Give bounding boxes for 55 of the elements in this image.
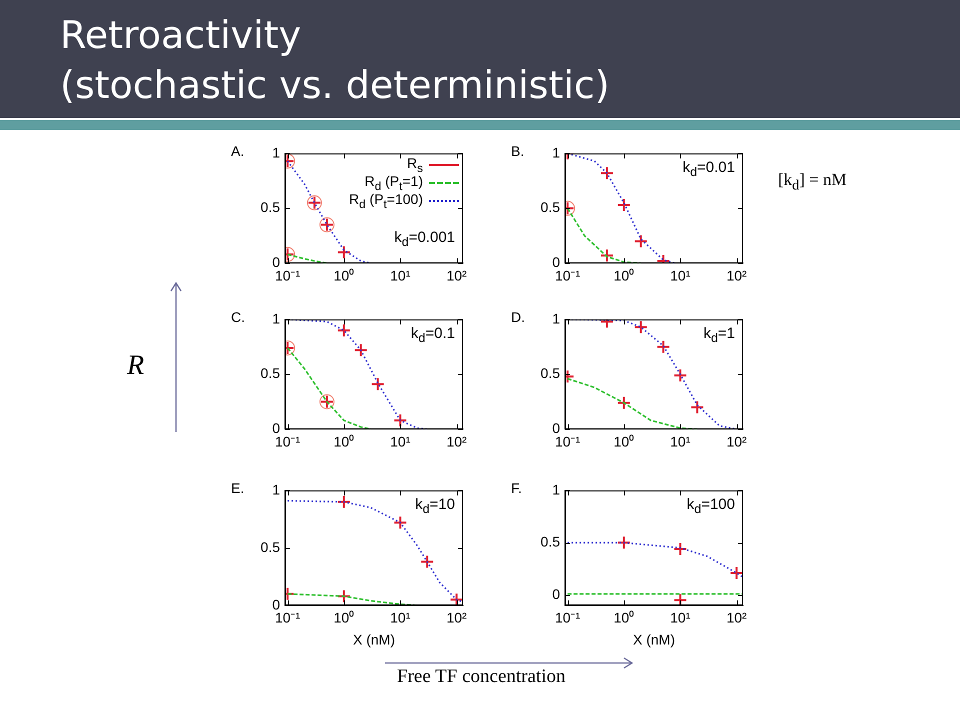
annotation: k$_{d}$=10 — [415, 496, 455, 516]
x-axis-title: X (nM) — [353, 631, 395, 648]
y-tick-label: 0.5 — [540, 365, 560, 382]
legend-label: R$_{d}$ (P$_{t}$=1) — [364, 172, 423, 192]
x-tick-label: 10⁰ — [614, 610, 634, 626]
legend-label: R$_{d}$ (P$_{t}$=100) — [349, 190, 423, 212]
x-tick-label: 10⁰ — [334, 267, 354, 284]
x-tick-label: 10⁰ — [334, 610, 354, 626]
y-tick-label: 0.5 — [540, 199, 560, 216]
x-tick-label: 10² — [726, 267, 748, 284]
x-tick-label: 10¹ — [390, 610, 411, 626]
x-tick-label: 10¹ — [670, 267, 691, 284]
x-axis-title: X (nM) — [633, 631, 675, 648]
x-tick-label: 10² — [446, 267, 468, 284]
x-tick-label: 10⁰ — [614, 433, 634, 450]
y-tick-label: 0.5 — [260, 365, 280, 382]
y-tick-label: 1 — [272, 481, 280, 498]
chart-title: E. — [231, 480, 244, 496]
y-tick-label: 1 — [552, 310, 560, 326]
y-tick-label: 0.5 — [260, 199, 280, 216]
x-tick-label: 10⁰ — [614, 267, 634, 284]
x-tick-label: 10¹ — [670, 433, 691, 450]
legend-label: R$_{s}$ — [407, 154, 423, 174]
y-tick-label: 0 — [552, 586, 560, 602]
x-tick-label: 10⁰ — [334, 433, 354, 450]
x-tick-label: 10¹ — [390, 433, 411, 450]
y-tick-label: 1 — [552, 144, 560, 160]
y-tick-label: 1 — [272, 310, 280, 326]
x-tick-label: 10² — [446, 433, 468, 450]
annotation: k$_{d}$=1 — [703, 325, 735, 346]
chart-title: A. — [231, 143, 244, 160]
y-tick-label: 1 — [552, 481, 560, 498]
annotation: k$_{d}$=100 — [686, 496, 735, 516]
chart-title: D. — [511, 309, 525, 326]
x-tick-label: 10¹ — [390, 267, 411, 284]
x-tick-label: 10² — [726, 610, 748, 626]
text: R — [127, 350, 144, 382]
annotation: k$_{d}$=0.01 — [682, 159, 735, 180]
chart-title: B. — [511, 143, 524, 160]
x-tick-label: 10⁻¹ — [274, 610, 301, 626]
text: Retroactivity (stochastic vs. deterministic) — [60, 12, 610, 109]
x-tick-label: 10² — [726, 433, 748, 450]
annotation: k$_{d}$=0.1 — [410, 325, 455, 346]
y-tick-label: 0.5 — [260, 538, 280, 555]
chart-title: F. — [511, 480, 522, 496]
y-tick-label: 1 — [272, 144, 280, 160]
annotation: k$_{d}$=0.001 — [394, 229, 455, 250]
chart-title: C. — [231, 309, 245, 326]
x-tick-label: 10⁻¹ — [554, 610, 581, 626]
x-tick-label: 10¹ — [670, 610, 691, 626]
text: [k$_{d}$] = nM — [778, 170, 847, 194]
y-tick-label: 0.5 — [540, 534, 560, 550]
x-tick-label: 10² — [446, 610, 468, 626]
text: Free TF concentration — [397, 666, 566, 688]
y-tick-label: 0 — [272, 596, 280, 612]
